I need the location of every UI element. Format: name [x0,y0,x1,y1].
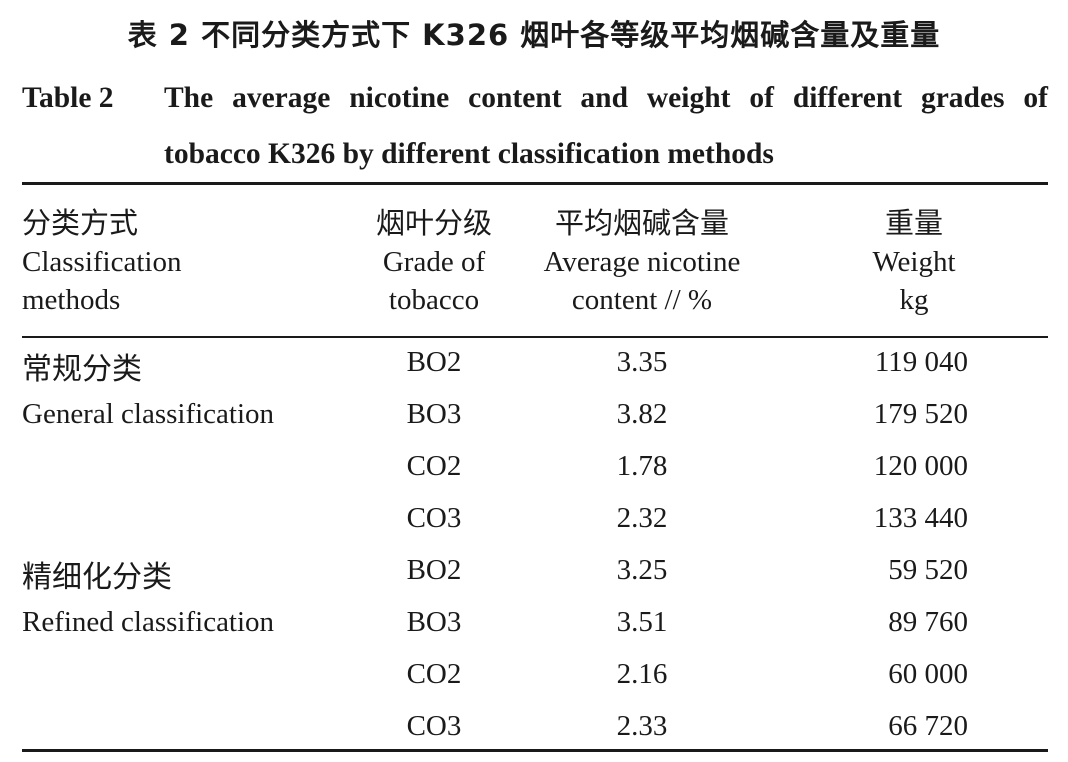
table-row: General classification BO3 3.82 179 520 [0,392,1068,444]
weight-cell: 66 720 [888,710,968,742]
header-weight-en1: Weight [872,246,956,278]
method-cell: Refined classification [22,606,275,638]
table-row: CO2 2.16 60 000 [0,652,1068,704]
header-grade-of-tobacco: 烟叶分级 Grade of tobacco [368,203,500,319]
table-title-chinese: 表 2 不同分类方式下 K326 烟叶各等级平均烟碱含量及重量 [127,18,941,52]
table-row: 精细化分类 BO2 3.25 59 520 [0,548,1068,600]
header-rule [22,336,1048,338]
grade-cell: BO2 [406,346,462,378]
header-method-en2: methods [22,284,121,316]
nicotine-cell: 3.82 [616,398,668,430]
grade-cell: CO3 [406,502,462,534]
header-weight-en2: kg [899,284,929,316]
header-average-nicotine: 平均烟碱含量 Average nicotine content // % [528,203,756,319]
nicotine-cell: 2.32 [616,502,668,534]
nicotine-cell: 2.33 [616,710,668,742]
nicotine-cell: 3.35 [616,346,668,378]
grade-cell: CO3 [406,710,462,742]
table-row: CO3 2.33 66 720 [0,704,1068,756]
grade-cell: BO3 [406,606,462,638]
header-method-en1: Classification [22,246,182,278]
grade-cell: BO3 [406,398,462,430]
header-method-cn: 分类方式 [22,206,139,240]
table-caption: The average nicotine content and weight … [164,82,1048,170]
header-grade-cn: 烟叶分级 [375,206,492,240]
weight-cell: 60 000 [888,658,968,690]
grade-cell: CO2 [406,658,462,690]
nicotine-cell: 3.51 [616,606,668,638]
weight-cell: 59 520 [888,554,968,586]
method-cell: 常规分类 [22,352,142,387]
method-cell: 精细化分类 [22,560,172,595]
header-nicotine-en1: Average nicotine [543,246,741,278]
table-row: CO2 1.78 120 000 [0,444,1068,496]
header-nicotine-cn: 平均烟碱含量 [554,206,729,240]
header-grade-en2: tobacco [388,284,480,316]
bottom-rule [22,749,1048,752]
weight-cell: 179 520 [873,398,968,430]
weight-cell: 89 760 [888,606,968,638]
header-nicotine-en2: content // % [571,284,713,316]
table-title-english: Table 2 The average nicotine content and… [22,70,1048,182]
nicotine-cell: 3.25 [616,554,668,586]
table-label: Table 2 [22,82,114,114]
table-row: Refined classification BO3 3.51 89 760 [0,600,1068,652]
table-row: 常规分类 BO2 3.35 119 040 [0,340,1068,392]
weight-cell: 120 000 [873,450,968,482]
top-rule [22,182,1048,185]
weight-cell: 133 440 [873,502,968,534]
nicotine-cell: 2.16 [616,658,668,690]
grade-cell: BO2 [406,554,462,586]
grade-cell: CO2 [406,450,462,482]
weight-cell: 119 040 [874,346,968,378]
header-weight-cn: 重量 [884,206,943,240]
table-row: CO3 2.32 133 440 [0,496,1068,548]
header-weight: 重量 Weight kg [860,203,968,319]
header-classification-methods: 分类方式 Classification methods [22,203,181,319]
header-grade-en1: Grade of [382,246,486,278]
nicotine-cell: 1.78 [616,450,668,482]
method-cell: General classification [22,398,275,430]
